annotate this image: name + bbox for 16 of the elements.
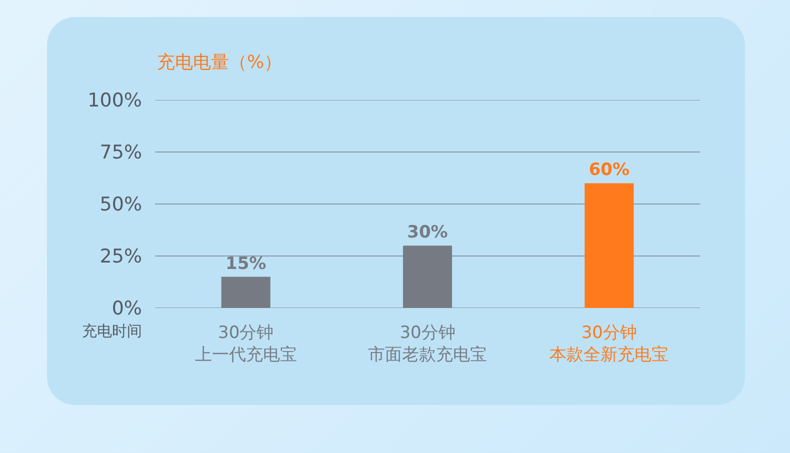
data-label: 15% [225, 254, 266, 274]
y-tick-label: 75% [100, 142, 142, 164]
y-tick-label: 50% [100, 194, 142, 216]
x-tick-label: 30分钟上一代充电宝 [194, 323, 297, 366]
data-label: 60% [588, 160, 630, 180]
bar [402, 246, 452, 308]
y-tick-label: 0% [112, 298, 142, 320]
y-tick-label: 100% [88, 90, 142, 112]
x-tick-label: 30分钟市面老款充电宝 [368, 323, 487, 366]
y-axis-title: 充电电量（%） [157, 52, 282, 73]
data-label: 30% [407, 222, 448, 243]
bar [584, 183, 634, 308]
x-axis-title: 充电时间 [82, 322, 142, 340]
y-tick-label: 25% [100, 246, 142, 268]
x-tick-label: 30分钟本款全新充电宝 [550, 323, 669, 366]
bar [221, 276, 270, 308]
